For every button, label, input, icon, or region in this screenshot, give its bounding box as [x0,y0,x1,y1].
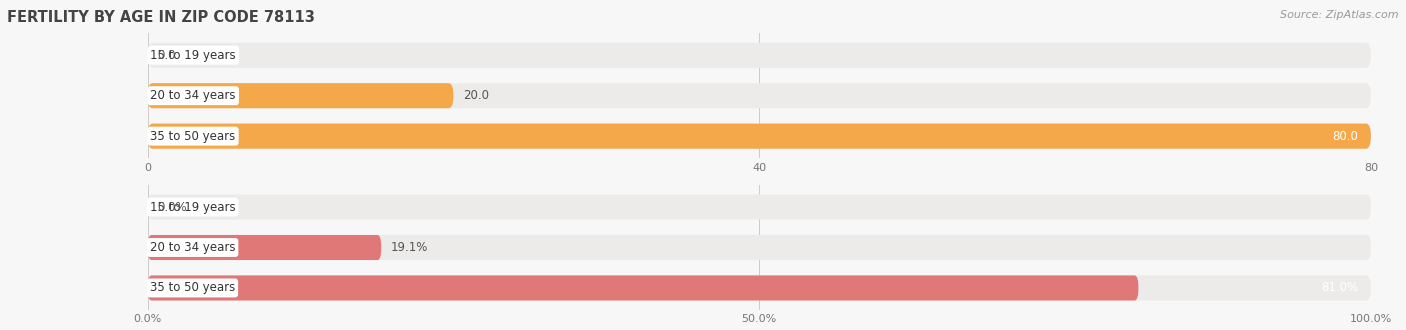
Text: 0.0%: 0.0% [157,201,187,214]
FancyBboxPatch shape [148,124,1371,149]
Text: Source: ZipAtlas.com: Source: ZipAtlas.com [1281,10,1399,20]
Text: 20.0: 20.0 [463,89,489,102]
Text: 81.0%: 81.0% [1322,281,1358,294]
FancyBboxPatch shape [148,43,1371,68]
Text: 20 to 34 years: 20 to 34 years [150,89,236,102]
FancyBboxPatch shape [148,235,381,260]
FancyBboxPatch shape [148,83,453,108]
FancyBboxPatch shape [148,83,1371,108]
Text: 19.1%: 19.1% [391,241,429,254]
FancyBboxPatch shape [148,276,1139,301]
Text: 15 to 19 years: 15 to 19 years [150,49,236,62]
FancyBboxPatch shape [148,235,1371,260]
Text: 0.0: 0.0 [157,49,176,62]
FancyBboxPatch shape [148,194,1371,219]
Text: 15 to 19 years: 15 to 19 years [150,201,236,214]
FancyBboxPatch shape [148,124,1371,149]
Text: 35 to 50 years: 35 to 50 years [150,130,236,143]
Text: 20 to 34 years: 20 to 34 years [150,241,235,254]
Text: 80.0: 80.0 [1333,130,1358,143]
Text: FERTILITY BY AGE IN ZIP CODE 78113: FERTILITY BY AGE IN ZIP CODE 78113 [7,10,315,25]
FancyBboxPatch shape [148,276,1371,301]
Text: 35 to 50 years: 35 to 50 years [150,281,235,294]
